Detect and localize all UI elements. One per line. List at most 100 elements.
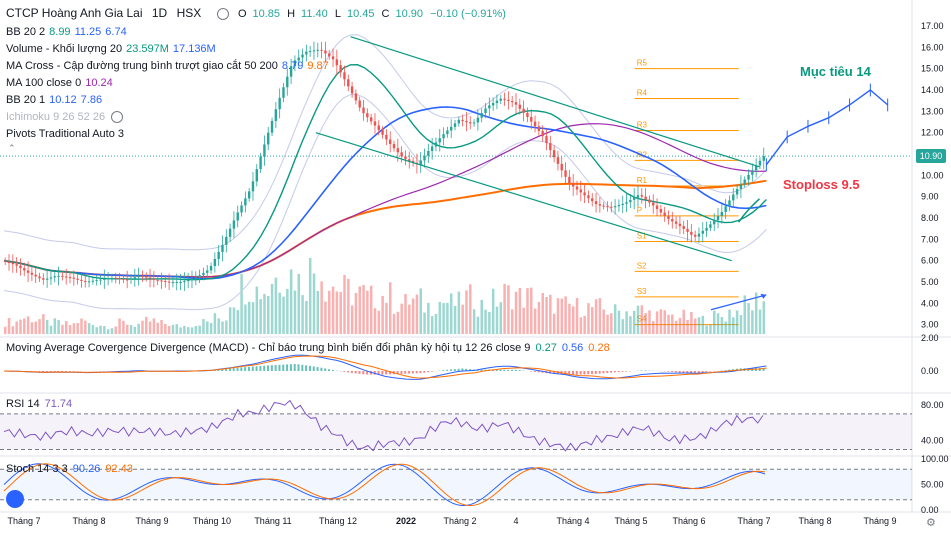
candle-body <box>674 221 678 224</box>
bb-lower-band <box>3 94 767 311</box>
macd-histogram-bar <box>247 366 250 371</box>
candle-body <box>510 100 514 103</box>
candle-body <box>503 98 506 100</box>
volume-bar <box>30 322 34 334</box>
volume-bar <box>4 326 7 334</box>
symbol-name[interactable]: CTCP Hoàng Anh Gia Lai <box>6 6 143 20</box>
candle-body <box>331 56 335 60</box>
candle-body <box>171 282 175 283</box>
candle-body <box>575 186 579 190</box>
candle-body <box>678 223 682 227</box>
candle-body <box>423 155 426 161</box>
volume-bar <box>385 302 388 334</box>
candle-body <box>739 184 743 189</box>
volume-bar <box>125 324 129 334</box>
legend-item[interactable]: BB 20 1 10.12 7.86 <box>6 94 102 106</box>
macd-histogram-bar <box>465 368 468 371</box>
legend-name: BB 20 1 <box>6 94 46 106</box>
candle-body <box>404 156 407 160</box>
candle-body <box>244 198 247 206</box>
candle-body <box>240 205 243 213</box>
macd-histogram-bar <box>61 371 64 372</box>
interval[interactable]: 1D <box>151 6 168 20</box>
macd-tick-label: 2.00 <box>921 333 939 343</box>
y-tick-label: 14.00 <box>921 85 944 95</box>
volume-bar <box>114 326 118 334</box>
volume-bar <box>312 273 316 334</box>
volume-bar <box>99 325 102 334</box>
volume-bar <box>415 294 419 334</box>
volume-bar <box>350 305 354 334</box>
pane-value: 90.26 <box>72 463 101 475</box>
candle-body <box>91 280 95 282</box>
macd-histogram-bar <box>564 371 567 375</box>
volume-bar <box>457 291 461 334</box>
volume-bar <box>38 319 41 334</box>
stoch-tick-label: 50.00 <box>921 480 944 490</box>
volume-bar <box>686 319 689 334</box>
volume-bar <box>87 323 91 334</box>
candle-body <box>228 228 232 237</box>
volume-bar <box>747 303 750 334</box>
candle-body <box>617 204 621 207</box>
candle-body <box>122 278 125 280</box>
candle-body <box>68 277 72 279</box>
candle-body <box>15 264 18 266</box>
legend-item[interactable]: MA 100 close 0 10.24 <box>6 77 113 89</box>
macd-histogram-bar <box>259 365 262 371</box>
volume-bar <box>419 288 422 334</box>
pivot-label: R4 <box>637 89 648 98</box>
candle-body <box>232 220 236 229</box>
volume-bar <box>743 295 747 334</box>
volume-bar <box>751 310 754 334</box>
chevron-up-icon[interactable]: ⌃ <box>8 143 16 153</box>
legend-item[interactable]: BB 20 2 8.99 11.25 6.74 <box>6 26 127 38</box>
volume-bar <box>587 303 590 334</box>
macd-histogram-bar <box>568 371 571 375</box>
volume-bar <box>408 304 411 334</box>
volume-bar <box>106 329 110 334</box>
candle-body <box>343 72 346 80</box>
volume-bar <box>202 319 205 334</box>
volume-bar <box>434 313 438 334</box>
macd-histogram-bar <box>549 371 552 374</box>
candle-body <box>640 195 643 197</box>
exchange: HSX <box>176 6 202 20</box>
candle-body <box>30 272 34 275</box>
legend-item[interactable]: Pivots Traditional Auto 3 <box>6 128 124 140</box>
macd-histogram-bar <box>221 369 224 371</box>
legend-item[interactable]: Ichimoku 9 26 52 26 <box>6 111 124 124</box>
legend-value: 10.24 <box>85 77 113 89</box>
macd-histogram-bar <box>385 371 388 375</box>
candle-body <box>514 102 518 105</box>
candle-body <box>194 277 197 279</box>
candle-body <box>247 191 251 199</box>
candle-body <box>99 279 102 281</box>
volume-bar <box>133 326 137 334</box>
legend-item[interactable]: Volume - Khối lượng 20 23.597M 17.136M <box>6 43 216 55</box>
legend-item[interactable]: MA Cross - Cập đường trung bình trượt gi… <box>6 60 329 72</box>
macd-histogram-bar <box>232 368 235 371</box>
volume-bar <box>644 313 647 334</box>
volume-bar <box>728 309 731 334</box>
candle-body <box>213 258 217 266</box>
candle-body <box>488 105 491 109</box>
candle-body <box>72 277 76 279</box>
candle-body <box>644 196 647 200</box>
volume-bar <box>354 293 358 334</box>
volume-bar <box>545 297 548 334</box>
volume-bar <box>488 311 491 334</box>
candle-body <box>735 188 739 195</box>
candle-body <box>45 278 49 280</box>
macd-histogram-bar <box>358 371 361 374</box>
volume-bar <box>682 309 686 334</box>
candle-body <box>430 146 434 152</box>
volume-bar <box>537 301 541 334</box>
x-tick-label: Tháng 11 <box>254 516 291 526</box>
macd-histogram-bar <box>228 368 231 371</box>
candle-body <box>137 276 140 278</box>
candle-body <box>526 112 529 117</box>
eye-icon[interactable] <box>216 7 229 20</box>
volume-bar <box>305 300 308 334</box>
